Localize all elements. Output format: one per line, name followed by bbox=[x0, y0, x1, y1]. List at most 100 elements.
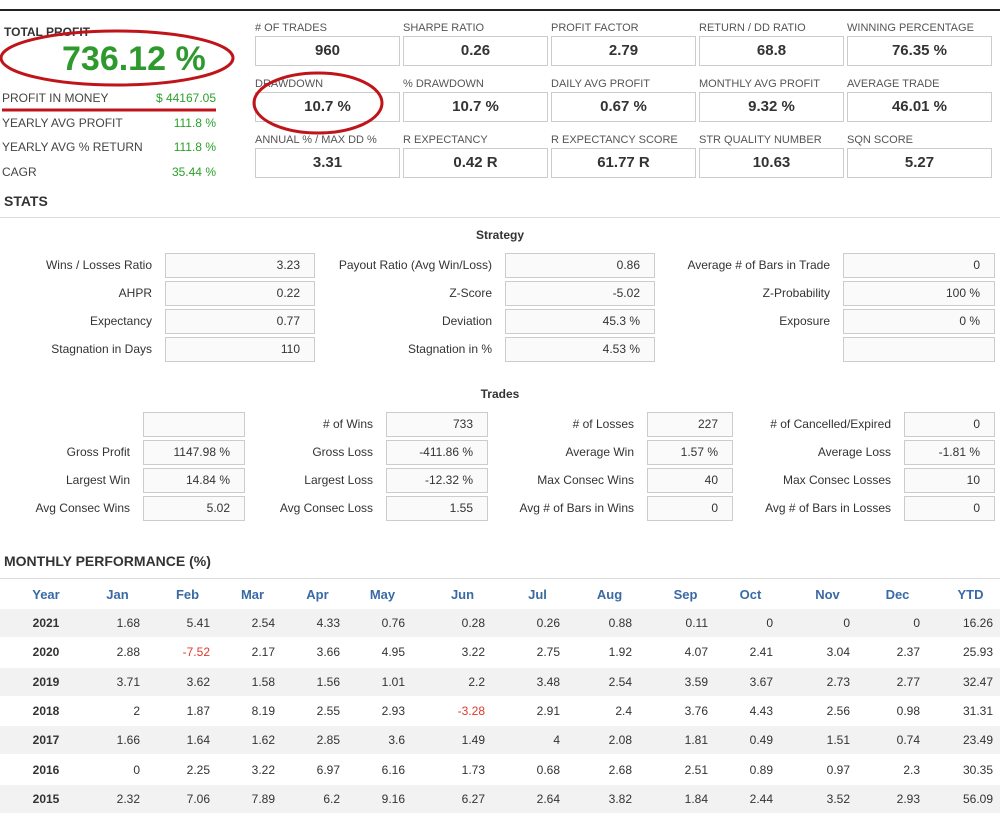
year-cell: 2021 bbox=[32, 616, 60, 630]
month-cell: 16.26 bbox=[962, 616, 993, 630]
stat-label bbox=[510, 337, 830, 362]
stat-label: AHPR bbox=[118, 286, 152, 300]
stat-value: 227 bbox=[647, 412, 733, 437]
metric-label: PROFIT FACTOR bbox=[551, 22, 639, 34]
metric-value: 76.35 % bbox=[847, 36, 992, 66]
column-header: Dec bbox=[885, 587, 910, 602]
month-cell: 7.06 bbox=[186, 791, 210, 806]
column-header: Jan bbox=[106, 587, 129, 602]
month-cell: 2.25 bbox=[186, 762, 210, 777]
table-row bbox=[0, 638, 1000, 667]
top-border bbox=[0, 9, 1000, 11]
month-cell: 2.08 bbox=[608, 733, 632, 748]
metric-label: DRAWDOWN bbox=[255, 78, 324, 90]
stat-value: 5.02 bbox=[143, 496, 245, 521]
column-header: Mar bbox=[240, 587, 265, 602]
month-cell: 32.47 bbox=[962, 674, 993, 689]
month-cell: 2.41 bbox=[749, 645, 773, 660]
column-header: Jul bbox=[528, 587, 547, 602]
month-cell: 6.16 bbox=[381, 762, 405, 777]
month-cell: 1.56 bbox=[316, 674, 340, 689]
month-cell: 2.2 bbox=[468, 674, 485, 689]
stat-label: Largest Loss bbox=[304, 473, 373, 487]
table-row bbox=[0, 696, 1000, 725]
month-cell: 56.09 bbox=[962, 791, 993, 806]
table-row bbox=[0, 784, 1000, 813]
stat-label: Max Consec Losses bbox=[782, 473, 891, 487]
stat-value: 10 bbox=[904, 468, 995, 493]
month-cell: 3.22 bbox=[251, 762, 275, 777]
stat-value: 45.3 % bbox=[505, 309, 655, 334]
month-cell: 6.27 bbox=[461, 791, 485, 806]
column-header: Jun bbox=[450, 587, 475, 602]
metric-label: ANNUAL % / MAX DD % bbox=[255, 134, 377, 146]
stat-value: 1.55 bbox=[386, 496, 488, 521]
stat-label: Average Loss bbox=[817, 445, 891, 459]
stat-value: 14.84 % bbox=[143, 468, 245, 493]
metric-label: RETURN / DD RATIO bbox=[699, 22, 806, 34]
stat-value: 0 % bbox=[843, 309, 995, 334]
month-cell: 0 bbox=[766, 616, 773, 630]
table-title: Strategy bbox=[475, 228, 525, 242]
column-header: YTD bbox=[957, 587, 984, 602]
stat-value: 100 % bbox=[843, 281, 995, 306]
month-cell: 0.88 bbox=[608, 616, 632, 630]
month-cell: 3.22 bbox=[461, 645, 485, 660]
summary-value: 35.44 % bbox=[171, 164, 216, 179]
stat-value: 4.53 % bbox=[505, 337, 655, 362]
year-cell: 2015 bbox=[32, 791, 60, 806]
stat-value: -5.02 bbox=[505, 281, 655, 306]
month-cell: -7.52 bbox=[182, 645, 210, 660]
column-header: Nov bbox=[815, 587, 840, 602]
stat-value: 1147.98 % bbox=[143, 440, 245, 465]
month-cell: 4.33 bbox=[316, 616, 340, 630]
stat-value: 40 bbox=[647, 468, 733, 493]
stat-label: Max Consec Wins bbox=[537, 473, 634, 487]
month-cell: 30.35 bbox=[962, 762, 993, 777]
stat-label: Avg Consec Wins bbox=[35, 501, 130, 515]
year-cell: 2018 bbox=[32, 703, 60, 718]
stat-label: Average Win bbox=[565, 445, 634, 459]
metric-label: DAILY AVG PROFIT bbox=[551, 78, 651, 90]
column-header: Aug bbox=[596, 587, 623, 602]
year-cell: 2017 bbox=[32, 733, 60, 748]
section-title: MONTHLY PERFORMANCE (%) bbox=[4, 553, 211, 569]
month-cell: 0 bbox=[133, 762, 140, 777]
stat-value: 0 bbox=[904, 412, 995, 437]
month-cell: 2.44 bbox=[749, 791, 773, 806]
year-cell: 2016 bbox=[32, 762, 60, 777]
metric-label: AVERAGE TRADE bbox=[847, 78, 940, 90]
stat-value: 0 bbox=[904, 496, 995, 521]
month-cell: 1.58 bbox=[251, 674, 275, 689]
month-cell: 1.87 bbox=[186, 703, 210, 718]
month-cell: 0.76 bbox=[381, 616, 405, 630]
metric-label: SHARPE RATIO bbox=[403, 22, 485, 34]
month-cell: 2.88 bbox=[116, 645, 140, 660]
column-header: Year bbox=[32, 587, 60, 602]
month-cell: 1.49 bbox=[461, 733, 485, 748]
month-cell: 2.32 bbox=[116, 791, 140, 806]
month-cell: -3.28 bbox=[457, 703, 485, 718]
metric-value: 0.26 bbox=[403, 36, 548, 66]
stat-label: Expectancy bbox=[89, 314, 152, 328]
stats-rule bbox=[0, 217, 1000, 218]
stat-value: -12.32 % bbox=[386, 468, 488, 493]
month-cell: 0.98 bbox=[896, 703, 920, 718]
month-cell: 3.04 bbox=[826, 645, 850, 660]
month-cell: 2.85 bbox=[316, 733, 340, 748]
metric-value: 3.31 bbox=[255, 148, 400, 178]
table-row bbox=[0, 667, 1000, 696]
stat-label: Avg # of Bars in Losses bbox=[765, 501, 891, 515]
month-cell: 6.2 bbox=[323, 791, 340, 806]
month-cell: 2.51 bbox=[684, 762, 708, 777]
month-cell: 0.49 bbox=[749, 733, 773, 748]
metric-label: R EXPECTANCY bbox=[403, 134, 488, 146]
month-cell: 2.73 bbox=[826, 674, 850, 689]
month-cell: 6.97 bbox=[316, 762, 340, 777]
metric-label: R EXPECTANCY SCORE bbox=[551, 134, 678, 146]
month-cell: 4.95 bbox=[381, 645, 405, 660]
month-cell: 2.3 bbox=[903, 762, 920, 777]
monthly-rule bbox=[0, 578, 1000, 579]
month-cell: 1.01 bbox=[381, 674, 405, 689]
metric-value: 68.8 bbox=[699, 36, 844, 66]
